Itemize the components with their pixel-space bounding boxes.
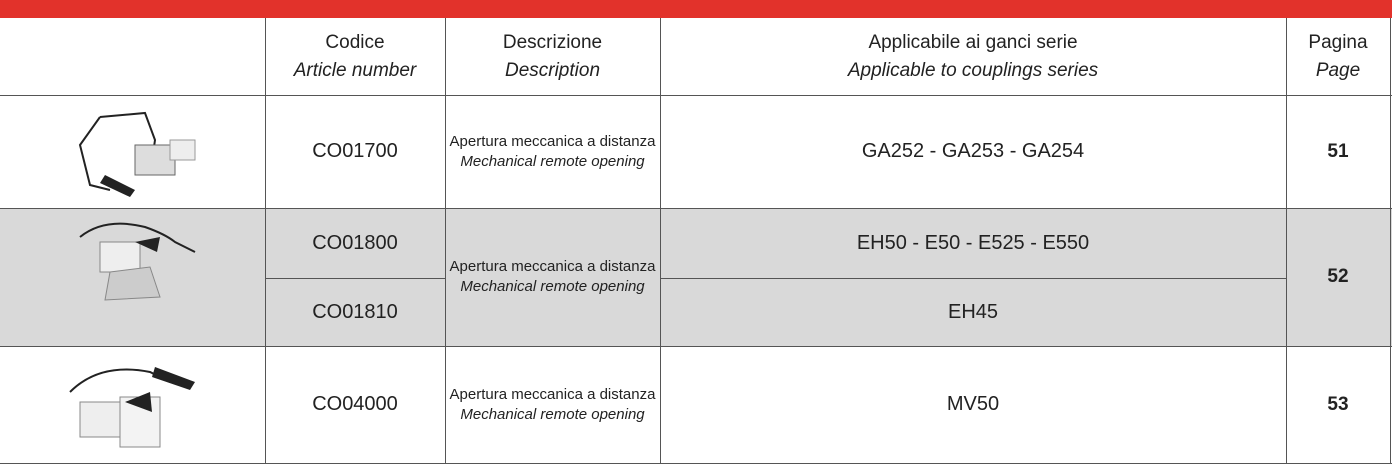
description: Apertura meccanica a distanza Mechanical…: [445, 346, 660, 463]
description: Apertura meccanica a distanza Mechanical…: [445, 208, 660, 346]
header-title: Applicabile ai ganci serie: [868, 31, 1078, 53]
header-title: Descrizione: [502, 31, 603, 53]
col-line: [265, 18, 266, 464]
code: CO01800: [312, 231, 398, 254]
series: GA252 - GA253 - GA254: [861, 140, 1085, 162]
col-line: [660, 18, 661, 464]
sub-row-line: [660, 278, 1286, 279]
page-number: 52: [1327, 266, 1349, 287]
code: CO01810: [312, 300, 398, 323]
header-subtitle: Article number: [293, 59, 417, 81]
code: CO04000: [312, 393, 398, 415]
row-shade: [0, 208, 1392, 346]
col-line: [1390, 18, 1391, 464]
description-it: Apertura meccanica a distanza: [449, 258, 656, 275]
header-cell: Descrizione Description: [445, 18, 660, 95]
description-it: Apertura meccanica a distanza: [449, 385, 656, 403]
row-line: [0, 346, 1392, 347]
description-en: Mechanical remote opening: [460, 278, 645, 295]
series: EH50 - E50 - E525 - E550: [856, 231, 1090, 254]
product-image: [78, 111, 196, 197]
top-bar: [0, 0, 1392, 18]
row-line: [0, 95, 1392, 96]
code: CO01700: [312, 140, 398, 162]
header-title: Codice: [325, 31, 385, 53]
header-subtitle: Page: [1315, 59, 1361, 81]
header-cell: Pagina Page: [1286, 18, 1390, 95]
description-it: Apertura meccanica a distanza: [449, 132, 656, 150]
series: EH45: [947, 300, 999, 323]
product-image: [69, 367, 195, 448]
page-number: 51: [1327, 140, 1349, 162]
sub-row-line: [265, 278, 445, 279]
header-subtitle: Applicable to couplings series: [847, 59, 1099, 81]
header-cell: Codice Article number: [265, 18, 445, 95]
header-cell: Applicabile ai ganci serie Applicable to…: [660, 18, 1286, 95]
description-en: Mechanical remote opening: [460, 152, 645, 170]
series: MV50: [946, 393, 1000, 415]
header-subtitle: Description: [504, 59, 601, 81]
col-line: [445, 18, 446, 464]
header-title: Pagina: [1308, 31, 1368, 53]
description: Apertura meccanica a distanza Mechanical…: [445, 95, 660, 208]
product-image: [79, 222, 196, 301]
row-line: [0, 208, 1392, 209]
description-en: Mechanical remote opening: [460, 405, 645, 423]
col-line: [1286, 18, 1287, 464]
page-number: 53: [1327, 393, 1349, 415]
